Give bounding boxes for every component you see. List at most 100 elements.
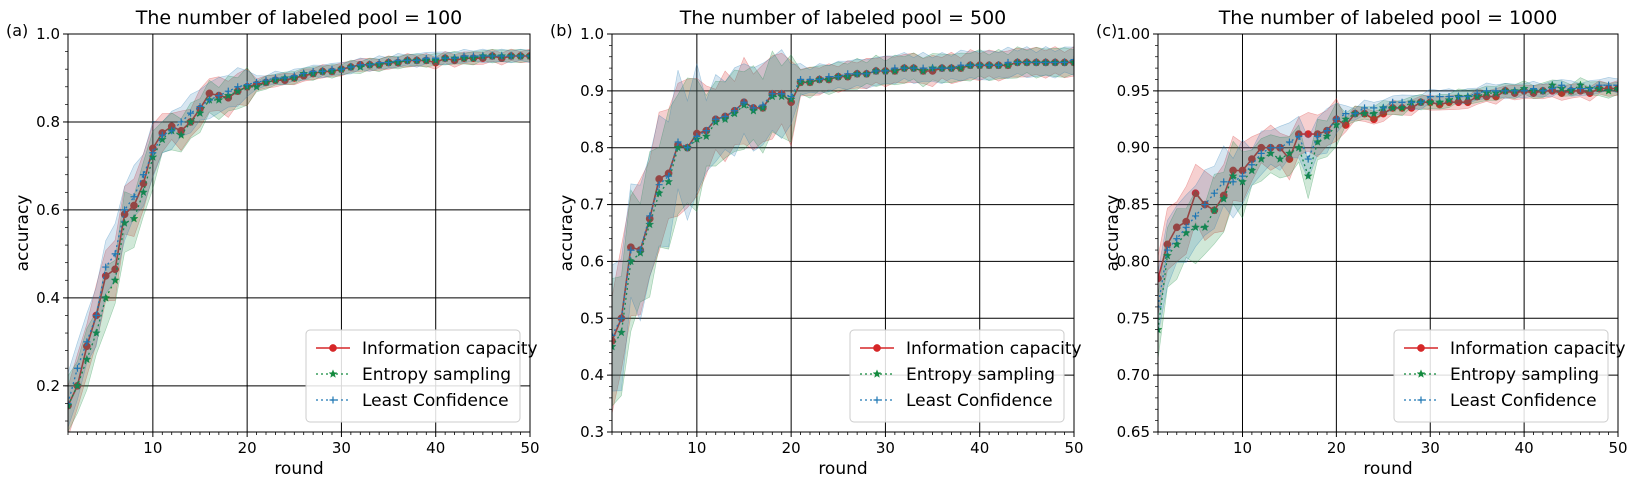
legend: Information capacity Entropy sampling Leas… <box>1393 329 1626 423</box>
data-point <box>673 143 683 152</box>
y-tick-label: 0.95 <box>1117 82 1150 100</box>
x-axis-label: round <box>818 459 867 479</box>
legend-label: Entropy sampling <box>362 365 511 385</box>
data-point <box>441 54 449 62</box>
legend-swatch-marker <box>872 369 882 378</box>
data-point <box>91 328 101 337</box>
data-point <box>702 127 710 135</box>
data-point <box>68 399 72 407</box>
data-point <box>1369 108 1379 118</box>
data-point <box>806 75 814 83</box>
data-point <box>612 331 616 339</box>
data-point <box>177 118 185 126</box>
y-tick-label: 0.80 <box>1117 252 1150 270</box>
data-point <box>787 93 795 101</box>
series-band <box>1158 77 1618 335</box>
data-point <box>149 149 157 157</box>
data-point <box>233 86 243 95</box>
data-point <box>111 265 119 274</box>
data-point <box>158 131 166 139</box>
data-point <box>701 131 711 141</box>
y-tick-label: 0.90 <box>1117 139 1150 157</box>
data-point <box>214 95 224 104</box>
data-point <box>121 206 129 214</box>
data-point <box>1200 222 1210 232</box>
data-point <box>1201 201 1209 209</box>
x-tick-label: 20 <box>238 439 257 457</box>
data-point <box>111 250 119 258</box>
y-axis-label: accuracy <box>1103 195 1123 272</box>
y-tick-label: 0.5 <box>580 309 604 327</box>
data-point <box>646 212 654 220</box>
y-axis-label: accuracy <box>13 195 33 272</box>
legend-label: Information capacity <box>362 339 538 359</box>
data-point <box>1473 89 1481 97</box>
legend-box <box>849 329 1065 423</box>
axes-frame <box>67 33 531 433</box>
x-tick-label: 10 <box>1233 439 1252 457</box>
data-point <box>1331 120 1341 129</box>
data-point <box>768 90 776 98</box>
data-point <box>872 67 880 75</box>
data-point <box>187 109 195 117</box>
data-point <box>1163 246 1171 254</box>
data-point <box>1360 108 1369 118</box>
data-point <box>1314 132 1322 140</box>
data-point <box>337 65 345 73</box>
data-point <box>309 67 317 75</box>
data-point <box>92 311 100 319</box>
data-point <box>617 327 626 337</box>
data-point <box>328 65 336 73</box>
data-point <box>627 246 635 254</box>
data-point <box>863 70 871 78</box>
data-point <box>664 177 674 186</box>
data-point <box>186 117 196 126</box>
y-tick-label: 0.65 <box>1117 423 1150 441</box>
legend-label: Information capacity <box>1450 339 1626 359</box>
data-point <box>432 54 440 62</box>
data-point <box>1436 93 1444 101</box>
y-tick-label: 0.8 <box>36 113 60 131</box>
data-point <box>665 172 673 180</box>
legend-label: Information capacity <box>906 339 1082 359</box>
data-point <box>253 78 261 86</box>
data-point <box>347 63 355 71</box>
data-point <box>1397 103 1407 112</box>
data-point <box>1228 171 1238 180</box>
data-point <box>985 61 993 69</box>
x-tick-label: 50 <box>1608 439 1627 457</box>
series-band <box>612 46 1074 407</box>
data-point <box>262 76 270 84</box>
panel-c: 10 20 30 40 50 0.65 0.70 0.75 0.80 0.85 0.90 0.95 1.… <box>1096 7 1628 479</box>
data-point <box>1032 58 1040 66</box>
y-tick-label: 1.00 <box>1117 25 1150 43</box>
data-point <box>422 54 430 62</box>
x-tick-label: 30 <box>876 439 895 457</box>
data-point <box>976 61 984 69</box>
data-point <box>1548 85 1556 93</box>
data-point <box>1520 87 1528 95</box>
legend-swatch-marker <box>1417 344 1425 352</box>
x-tick-label: 50 <box>520 439 539 457</box>
data-point <box>72 381 82 390</box>
data-point <box>488 52 496 60</box>
data-point <box>1435 97 1445 106</box>
data-point <box>517 52 525 60</box>
data-point <box>1361 104 1369 112</box>
data-point <box>645 219 655 229</box>
data-point <box>1351 110 1359 118</box>
data-point <box>636 246 644 254</box>
axes-frame <box>1157 33 1619 433</box>
data-point <box>655 181 663 189</box>
series-group <box>68 48 530 432</box>
legend: Information capacity Entropy sampling Leas… <box>305 329 538 423</box>
legend-box <box>305 329 521 423</box>
data-point <box>290 72 298 80</box>
data-point <box>1191 189 1200 198</box>
x-tick-label: 40 <box>970 439 989 457</box>
data-point <box>1483 87 1491 95</box>
data-point <box>910 64 918 72</box>
data-point <box>825 73 833 81</box>
x-tick-label: 30 <box>1421 439 1440 457</box>
data-point <box>1388 103 1398 112</box>
